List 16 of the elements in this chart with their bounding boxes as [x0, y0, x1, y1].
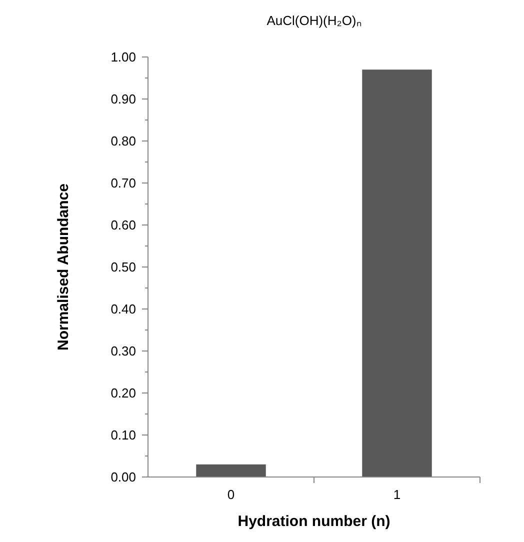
y-tick-label: 0.70 [110, 176, 136, 191]
x-axis-title: Hydration number (n) [238, 513, 390, 530]
y-tick-label: 0.60 [110, 218, 136, 233]
y-tick-label: 0.50 [110, 260, 136, 275]
y-tick-label: 0.20 [110, 386, 136, 401]
y-tick-label: 0.40 [110, 302, 136, 317]
x-tick-label: 1 [393, 487, 401, 502]
y-tick-label: 1.00 [110, 50, 136, 65]
y-tick-label: 0.00 [110, 470, 136, 485]
y-tick-label: 0.30 [110, 344, 136, 359]
y-tick-label: 0.10 [110, 428, 136, 443]
y-axis-title: Normalised Abundance [55, 184, 72, 350]
x-tick-label: 0 [227, 487, 235, 502]
y-tick-label: 0.80 [110, 134, 136, 149]
chart-title: AuCl(OH)(H₂O)ₙ [266, 13, 362, 28]
y-tick-label: 0.90 [110, 92, 136, 107]
